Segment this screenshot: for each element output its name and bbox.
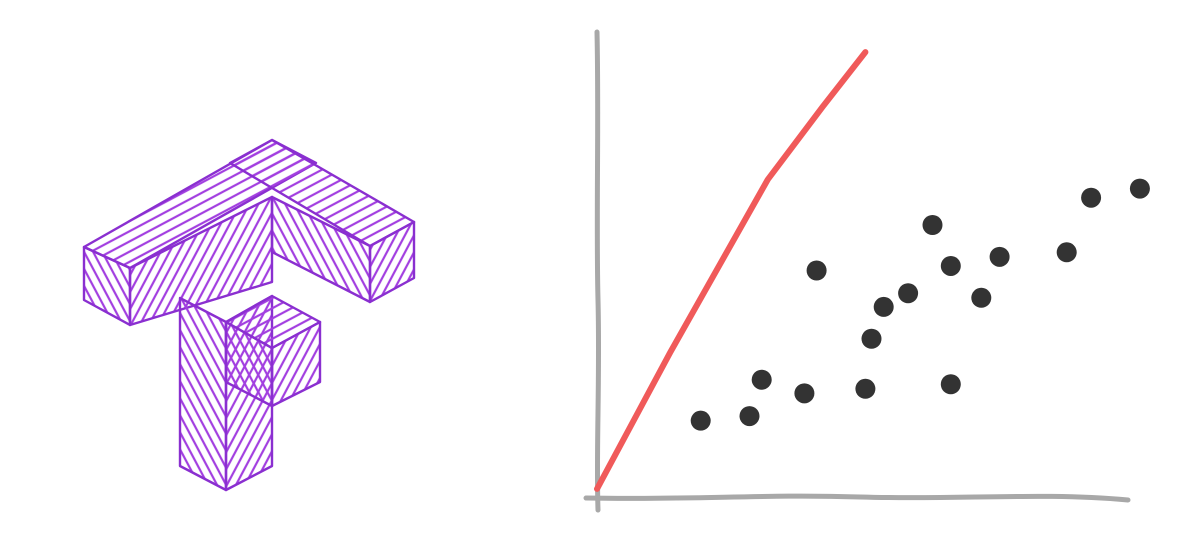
data-point-10 — [922, 215, 943, 235]
data-point-7 — [861, 328, 882, 349]
data-point-2 — [739, 406, 760, 427]
data-point-11 — [940, 374, 961, 395]
logo-left-arm-side — [128, 195, 274, 327]
data-point-4 — [794, 383, 815, 404]
data-point-16 — [1081, 187, 1102, 208]
data-point-1 — [690, 410, 711, 431]
data-point-13 — [971, 287, 992, 308]
logo-side-block-end — [270, 320, 322, 408]
chart-axes — [583, 29, 1131, 513]
data-point-8 — [873, 296, 894, 317]
data-point-14 — [989, 246, 1010, 267]
data-point-17 — [1129, 178, 1150, 199]
data-point-5 — [806, 260, 827, 281]
x-axis-line — [583, 493, 1131, 503]
fit-line — [594, 49, 869, 492]
data-point-9 — [898, 283, 919, 304]
y-axis-line — [594, 29, 602, 513]
data-point-12 — [940, 255, 961, 276]
data-point-15 — [1056, 242, 1077, 263]
chart-fit-line-group — [594, 49, 869, 492]
logo-right-arm-end — [368, 220, 416, 304]
data-point-3 — [751, 369, 772, 390]
data-point-6 — [855, 378, 876, 399]
chart-points-group — [690, 178, 1150, 431]
